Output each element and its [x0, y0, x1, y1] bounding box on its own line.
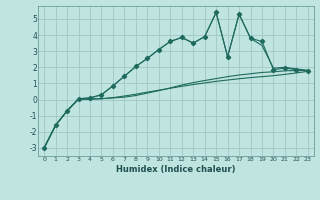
- X-axis label: Humidex (Indice chaleur): Humidex (Indice chaleur): [116, 165, 236, 174]
